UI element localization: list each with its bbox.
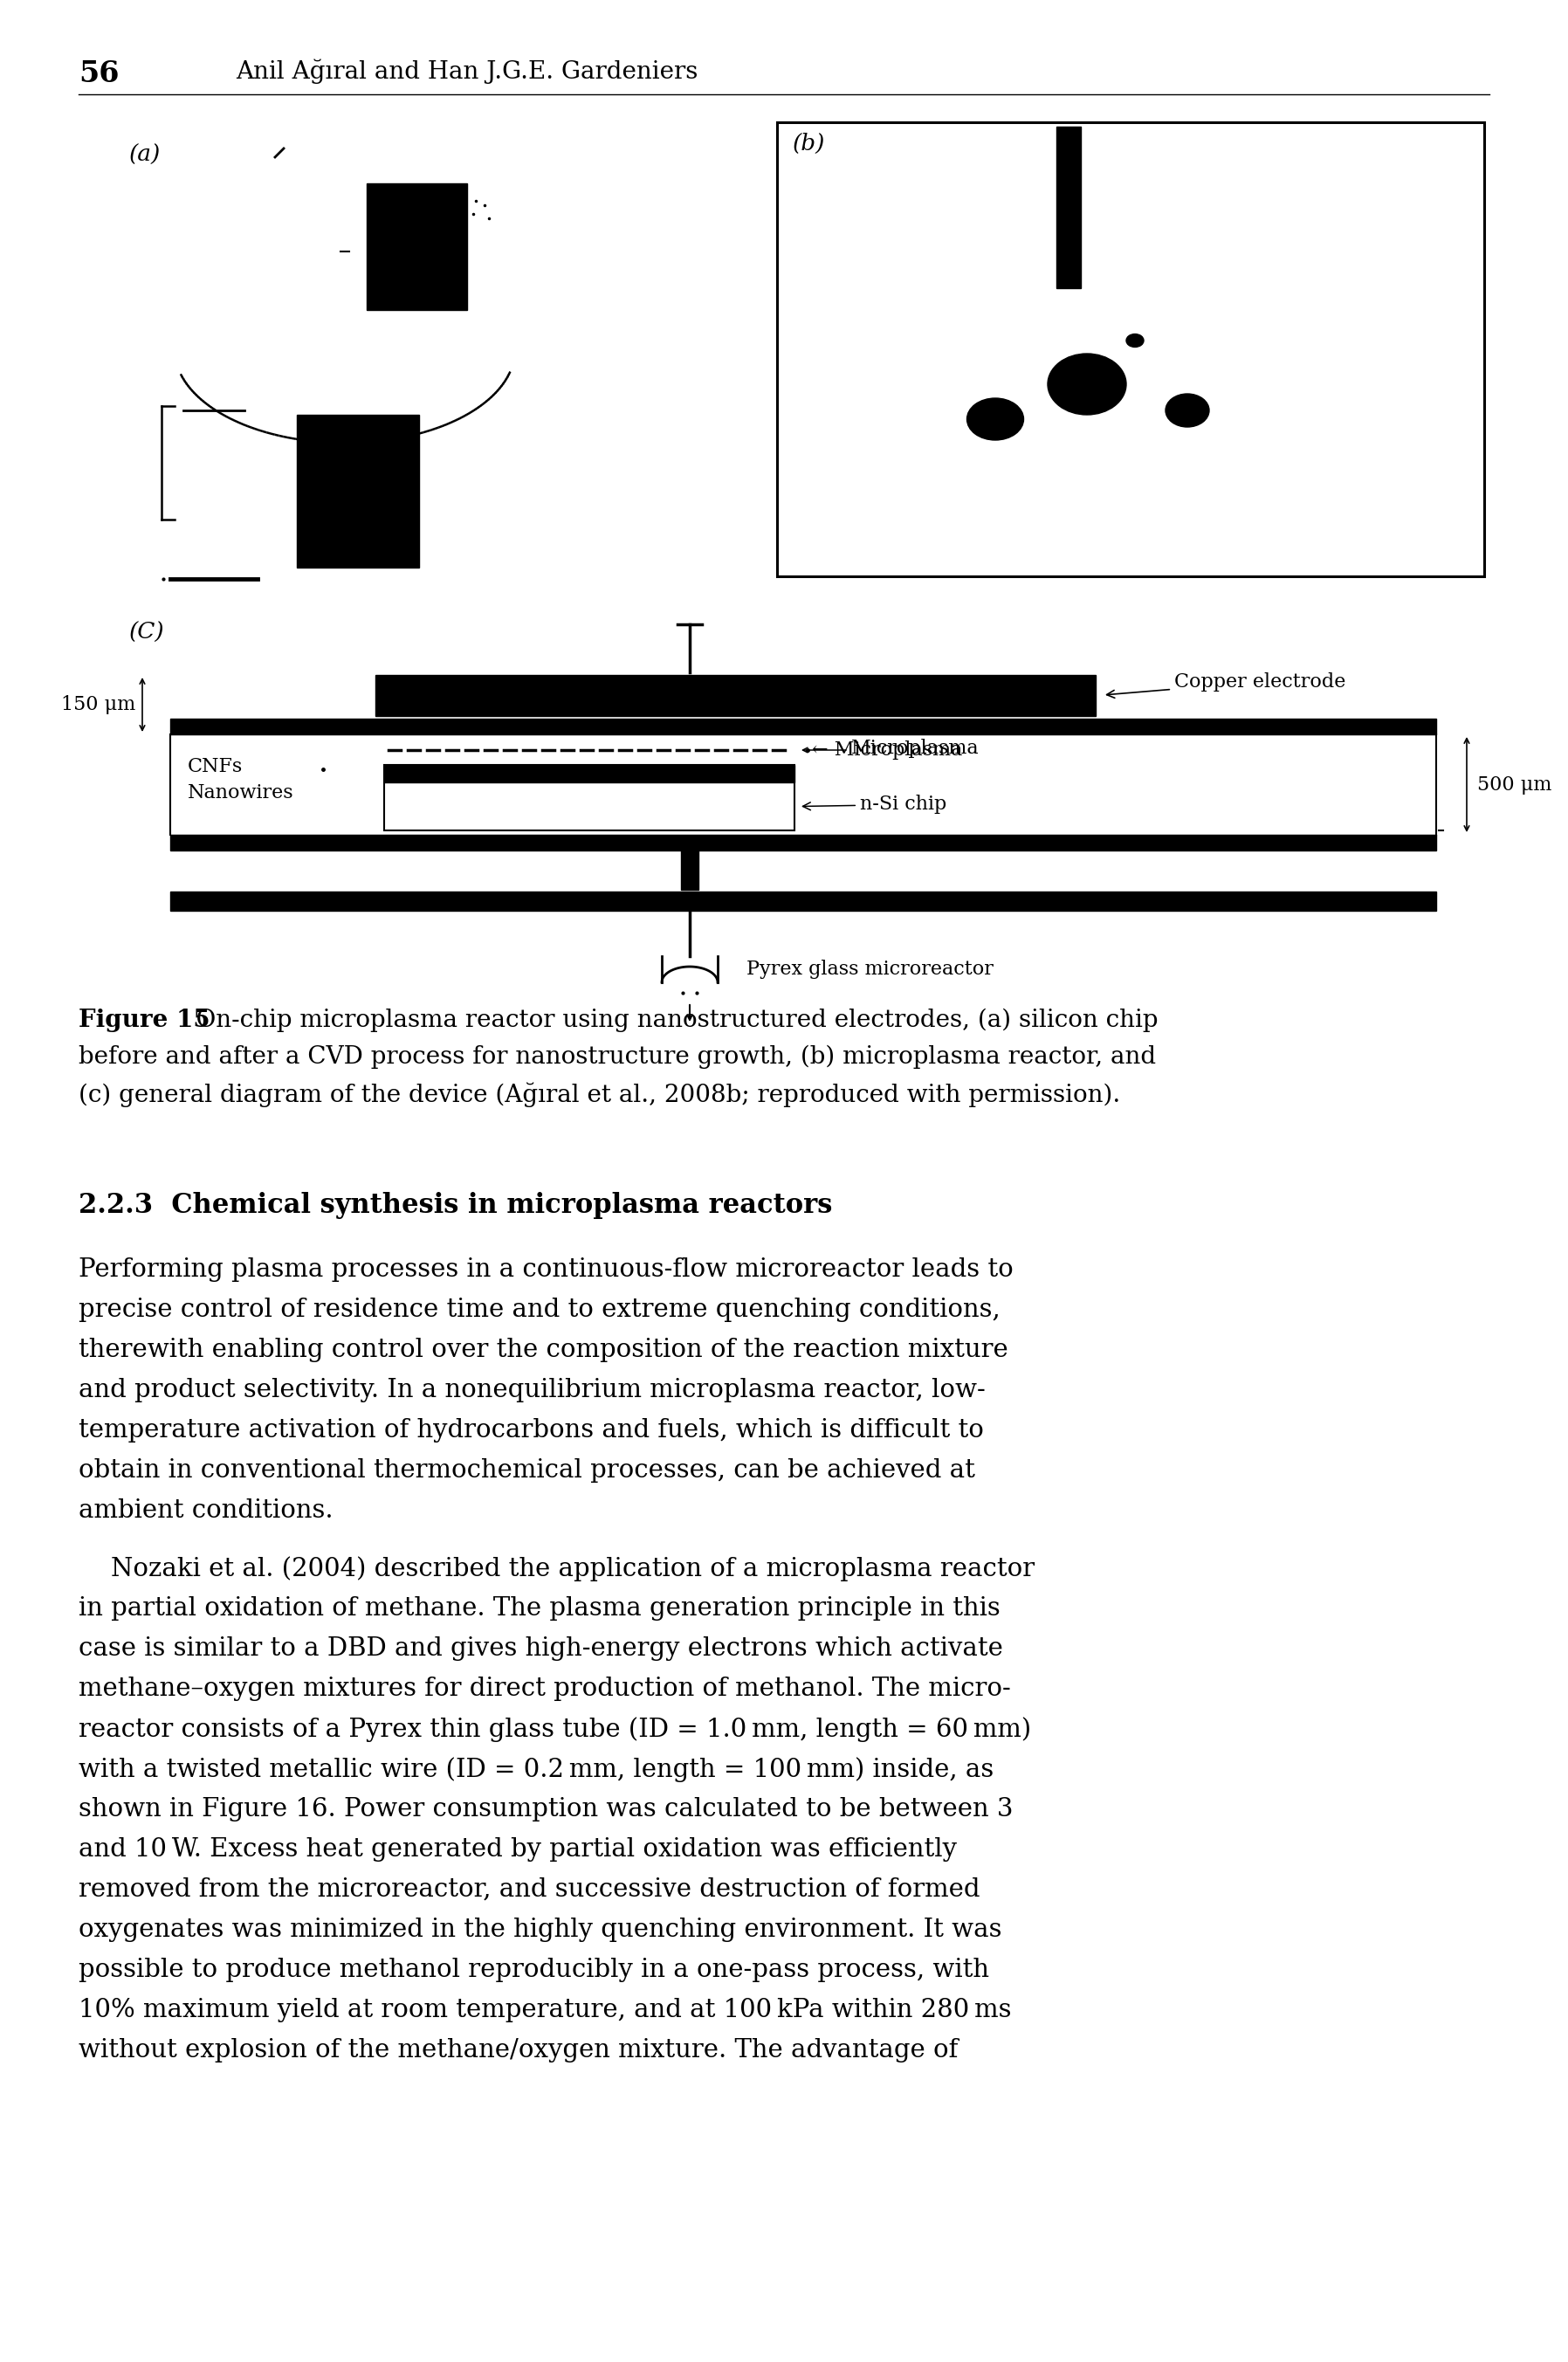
Bar	[367, 184, 467, 309]
Bar	[384, 765, 795, 782]
Text: (C): (C)	[129, 621, 165, 642]
Text: 56: 56	[78, 59, 119, 87]
Text: Nozaki et al. (2004) described the application of a microplasma reactor: Nozaki et al. (2004) described the appli…	[78, 1557, 1035, 1580]
Ellipse shape	[1126, 333, 1143, 347]
Bar	[1057, 128, 1080, 288]
Text: without explosion of the methane/oxygen mixture. The advantage of: without explosion of the methane/oxygen …	[78, 2038, 958, 2062]
Text: reactor consists of a Pyrex thin glass tube (ID = 1.0 mm, length = 60 mm): reactor consists of a Pyrex thin glass t…	[78, 1717, 1032, 1741]
Text: ← Microplasma: ← Microplasma	[812, 739, 963, 761]
Text: 10% maximum yield at room temperature, and at 100 kPa within 280 ms: 10% maximum yield at room temperature, a…	[78, 1998, 1011, 2022]
Text: and product selectivity. In a nonequilibrium microplasma reactor, low-: and product selectivity. In a nonequilib…	[78, 1377, 985, 1403]
Text: in partial oxidation of methane. The plasma generation principle in this: in partial oxidation of methane. The pla…	[78, 1597, 1000, 1620]
Text: (b): (b)	[793, 132, 825, 154]
Text: On-chip microplasma reactor using nanostructured electrodes, (a) silicon chip: On-chip microplasma reactor using nanost…	[172, 1009, 1159, 1032]
Text: (c) general diagram of the device (Ağıral et al., 2008b; reproduced with permiss: (c) general diagram of the device (Ağıra…	[78, 1082, 1121, 1108]
Text: Pyrex glass microreactor: Pyrex glass microreactor	[746, 959, 994, 978]
Bar	[171, 718, 1436, 735]
Text: before and after a CVD process for nanostructure growth, (b) microplasma reactor: before and after a CVD process for nanos…	[78, 1046, 1156, 1070]
Bar	[681, 850, 698, 890]
Text: CNFs
Nanowires: CNFs Nanowires	[188, 756, 293, 803]
Text: obtain in conventional thermochemical processes, can be achieved at: obtain in conventional thermochemical pr…	[78, 1457, 975, 1483]
Text: Copper electrode: Copper electrode	[1107, 673, 1345, 697]
Text: possible to produce methanol reproducibly in a one-pass process, with: possible to produce methanol reproducibl…	[78, 1958, 989, 1982]
Text: n-Si chip: n-Si chip	[803, 796, 947, 815]
Bar	[384, 765, 795, 831]
Text: and 10 W. Excess heat generated by partial oxidation was efficiently: and 10 W. Excess heat generated by parti…	[78, 1838, 956, 1861]
Text: temperature activation of hydrocarbons and fuels, which is difficult to: temperature activation of hydrocarbons a…	[78, 1417, 983, 1443]
Text: Performing plasma processes in a continuous-flow microreactor leads to: Performing plasma processes in a continu…	[78, 1257, 1013, 1283]
Text: with a twisted metallic wire (ID = 0.2 mm, length = 100 mm) inside, as: with a twisted metallic wire (ID = 0.2 m…	[78, 1757, 994, 1781]
Text: 2.2.3  Chemical synthesis in microplasma reactors: 2.2.3 Chemical synthesis in microplasma …	[78, 1193, 833, 1219]
Bar	[778, 123, 1485, 576]
Text: Anil Ağıral and Han J.G.E. Gardeniers: Anil Ağıral and Han J.G.E. Gardeniers	[235, 59, 698, 85]
Text: shown in Figure 16. Power consumption was calculated to be between 3: shown in Figure 16. Power consumption wa…	[78, 1797, 1013, 1821]
Text: therewith enabling control over the composition of the reaction mixture: therewith enabling control over the comp…	[78, 1337, 1008, 1363]
Text: (a): (a)	[129, 144, 162, 165]
Text: case is similar to a DBD and gives high-energy electrons which activate: case is similar to a DBD and gives high-…	[78, 1637, 1004, 1660]
Text: 500 μm: 500 μm	[1477, 775, 1552, 794]
Text: removed from the microreactor, and successive destruction of formed: removed from the microreactor, and succe…	[78, 1878, 980, 1901]
Ellipse shape	[1165, 394, 1209, 428]
Bar	[296, 416, 419, 567]
Ellipse shape	[1047, 354, 1126, 416]
Text: Microplasma: Microplasma	[851, 739, 980, 758]
Text: Figure 15: Figure 15	[78, 1009, 210, 1032]
Bar	[171, 890, 1436, 912]
Bar	[171, 834, 1436, 850]
Text: precise control of residence time and to extreme quenching conditions,: precise control of residence time and to…	[78, 1297, 1000, 1323]
Bar	[375, 676, 1096, 716]
Text: oxygenates was minimized in the highly quenching environment. It was: oxygenates was minimized in the highly q…	[78, 1918, 1002, 1942]
Text: 150 μm: 150 μm	[61, 694, 135, 713]
Text: methane–oxygen mixtures for direct production of methanol. The micro-: methane–oxygen mixtures for direct produ…	[78, 1677, 1011, 1701]
Text: ambient conditions.: ambient conditions.	[78, 1498, 332, 1523]
Ellipse shape	[967, 399, 1024, 439]
